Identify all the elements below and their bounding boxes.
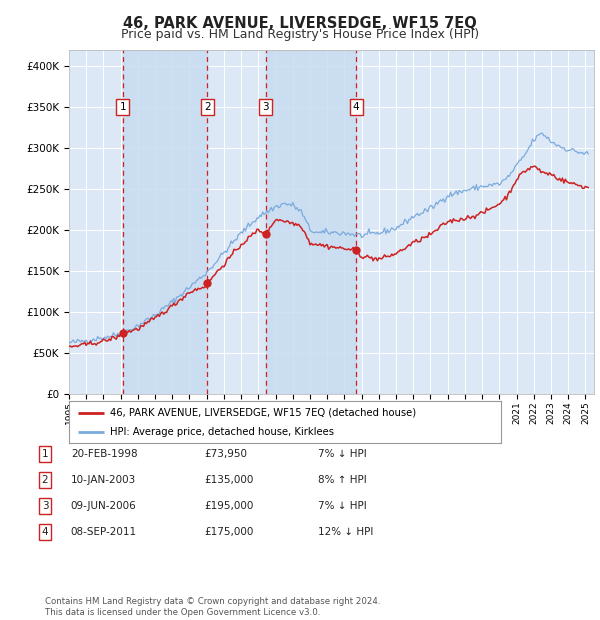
Text: 8% ↑ HPI: 8% ↑ HPI: [318, 475, 367, 485]
Text: £175,000: £175,000: [204, 527, 253, 537]
Text: 46, PARK AVENUE, LIVERSEDGE, WF15 7EQ: 46, PARK AVENUE, LIVERSEDGE, WF15 7EQ: [123, 16, 477, 30]
Text: 2: 2: [204, 102, 211, 112]
Text: 08-SEP-2011: 08-SEP-2011: [71, 527, 137, 537]
Text: £195,000: £195,000: [204, 501, 253, 511]
Text: 46, PARK AVENUE, LIVERSEDGE, WF15 7EQ (detached house): 46, PARK AVENUE, LIVERSEDGE, WF15 7EQ (d…: [110, 407, 416, 417]
Text: 7% ↓ HPI: 7% ↓ HPI: [318, 449, 367, 459]
Text: £135,000: £135,000: [204, 475, 253, 485]
Text: Price paid vs. HM Land Registry's House Price Index (HPI): Price paid vs. HM Land Registry's House …: [121, 28, 479, 41]
Text: 1: 1: [119, 102, 126, 112]
Text: Contains HM Land Registry data © Crown copyright and database right 2024.
This d: Contains HM Land Registry data © Crown c…: [45, 598, 380, 617]
Text: 2: 2: [41, 475, 49, 485]
Text: 20-FEB-1998: 20-FEB-1998: [71, 449, 137, 459]
Text: 1: 1: [41, 449, 49, 459]
Text: 4: 4: [41, 527, 49, 537]
Text: 3: 3: [41, 501, 49, 511]
Text: 10-JAN-2003: 10-JAN-2003: [71, 475, 136, 485]
Text: 09-JUN-2006: 09-JUN-2006: [71, 501, 137, 511]
Bar: [123, 50, 207, 394]
Text: 3: 3: [263, 102, 269, 112]
Text: HPI: Average price, detached house, Kirklees: HPI: Average price, detached house, Kirk…: [110, 427, 334, 437]
Text: £73,950: £73,950: [204, 449, 247, 459]
Bar: [266, 50, 356, 394]
Text: 12% ↓ HPI: 12% ↓ HPI: [318, 527, 373, 537]
Text: 7% ↓ HPI: 7% ↓ HPI: [318, 501, 367, 511]
Text: 4: 4: [353, 102, 359, 112]
